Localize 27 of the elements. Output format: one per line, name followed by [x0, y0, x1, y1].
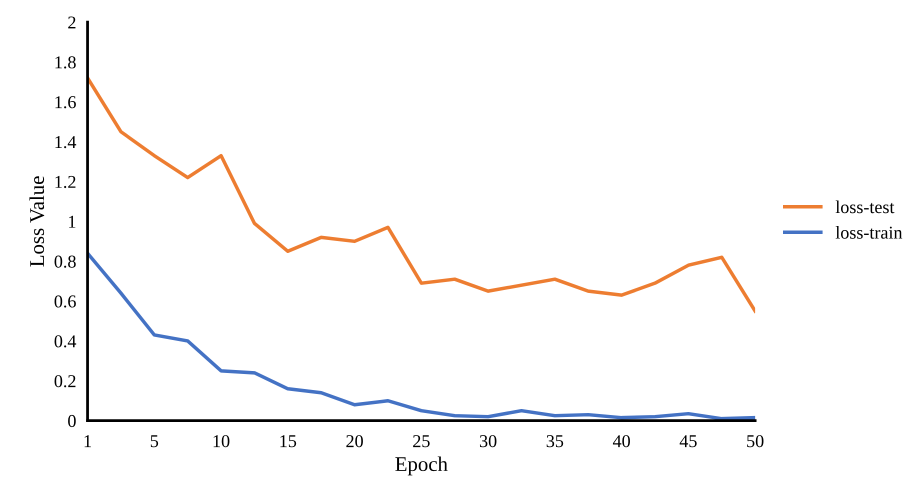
x-tick-label: 1	[84, 435, 91, 448]
y-tick-label: 0.8	[54, 256, 76, 268]
y-tick-label: 1.2	[55, 176, 76, 188]
x-tick-label: 30	[480, 435, 496, 448]
y-tick-label: 1.4	[55, 136, 76, 148]
y-tick-label: 2	[68, 16, 76, 28]
y-tick-label: 1.6	[55, 96, 76, 108]
x-tick-label: 5	[150, 435, 158, 448]
x-tick-label: 25	[413, 435, 430, 448]
x-tick-label: 40	[612, 435, 630, 448]
y-tick-label: 1	[69, 216, 76, 228]
line-series	[88, 76, 756, 313]
y-tick-label: 0.6	[54, 295, 76, 308]
x-tick-label: 15	[280, 435, 296, 448]
y-tick-label: 0.2	[54, 375, 76, 388]
legend-label: loss-train	[836, 226, 902, 239]
y-axis-title: Loss Value	[29, 176, 44, 267]
y-tick-label: 0	[68, 414, 76, 428]
x-tick-label: 10	[214, 435, 230, 448]
legend-label: loss-test	[836, 200, 894, 214]
x-axis-title: Epoch	[395, 456, 448, 476]
y-tick-label: 1.8	[55, 56, 76, 69]
x-tick-label: 20	[346, 435, 363, 448]
x-tick-label: 35	[546, 435, 564, 448]
x-tick-label: 45	[680, 435, 697, 448]
y-tick-label: 0.4	[54, 335, 76, 348]
x-tick-label: 50	[747, 435, 764, 448]
